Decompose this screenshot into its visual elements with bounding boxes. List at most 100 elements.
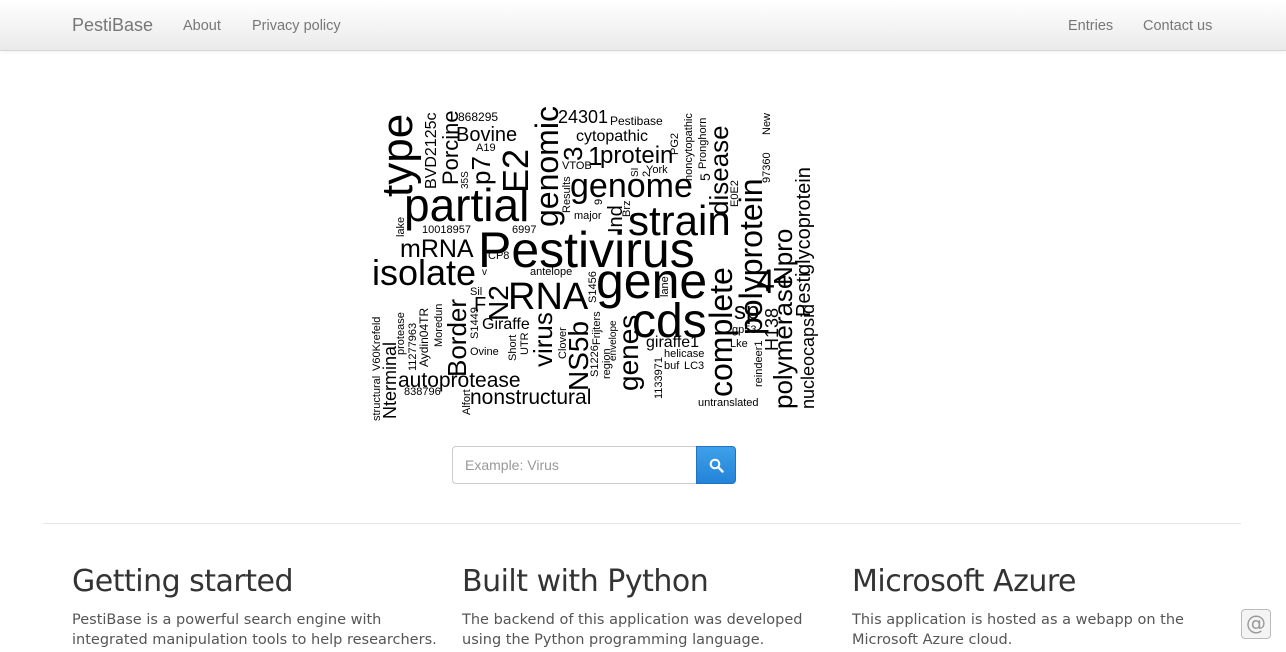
word: CP8 [488, 250, 509, 262]
word: 3 [558, 147, 588, 161]
nav-privacy-link[interactable]: Privacy policy [252, 18, 341, 34]
word: gene [596, 253, 707, 309]
word: cytopathic [576, 128, 648, 145]
word: NS5b [563, 321, 594, 391]
word: Lke [730, 338, 748, 350]
word: polyprotein [733, 178, 769, 335]
word: major [574, 210, 602, 222]
word: autoprotease [398, 369, 521, 392]
word: Npro [768, 229, 798, 285]
word: SI [630, 168, 641, 177]
feature-getting-started: Getting started PestiBase is a powerful … [72, 562, 442, 650]
search-button[interactable] [696, 446, 736, 484]
word: disease [704, 125, 734, 215]
word: Border [442, 299, 472, 377]
word-cloud: Pestivirus gene cds strain partial genom… [371, 106, 818, 421]
word: A19 [476, 142, 496, 154]
word: lake [395, 217, 407, 237]
word: type [373, 114, 422, 197]
at-sign-icon[interactable]: @ [1241, 609, 1271, 639]
word: genomic [529, 106, 565, 227]
word: F [474, 294, 486, 316]
brand-link[interactable]: PestiBase [72, 15, 154, 35]
word: glycoprotein [793, 167, 815, 275]
word: Ovine [470, 346, 499, 358]
word: S1226 [589, 345, 601, 377]
word: N2 [483, 285, 514, 321]
word: Sil [470, 286, 482, 298]
word: untranslated [698, 397, 759, 409]
word: 97360 [761, 152, 773, 183]
word: nucleocapsid [798, 304, 818, 409]
word: noncytopathic [683, 113, 695, 181]
search-input[interactable] [452, 446, 696, 484]
word: 24301 [558, 107, 608, 127]
word: S1449 [469, 307, 481, 339]
word: 2 [641, 171, 653, 177]
word: genome [570, 167, 693, 205]
word: E0E2 [729, 180, 741, 207]
word: Pesti [793, 273, 815, 317]
word: 6997 [512, 224, 536, 236]
word: S1456 [587, 271, 599, 303]
word: Brz [621, 201, 633, 218]
word: RNA [508, 276, 589, 318]
feature-title: Built with Python [462, 564, 709, 599]
word: New [761, 113, 773, 135]
word: Ind [605, 205, 627, 233]
nav-entries-link[interactable]: Entries [1068, 18, 1114, 34]
feature-built-with-python: Built with Python The backend of this ap… [462, 562, 832, 650]
word: 4 [756, 263, 775, 301]
word: structural [371, 376, 383, 421]
word: Pronghorn [697, 118, 709, 169]
word: lane [659, 276, 671, 297]
word: Frijters [591, 311, 603, 345]
word: v [482, 267, 487, 278]
word: Pestibase [610, 114, 663, 128]
word: Results [561, 176, 573, 213]
word: polymerase [768, 275, 798, 409]
word: Clover [557, 327, 569, 359]
word: VTOB [562, 160, 592, 172]
word: H138 [762, 308, 782, 351]
word: 1 [588, 141, 602, 171]
word: helicase [664, 348, 704, 360]
word: 9 [593, 199, 605, 205]
word: region [601, 348, 613, 379]
word: giraffe1 [646, 334, 699, 351]
word: Pestivirus [478, 222, 695, 278]
word: strain [628, 197, 731, 244]
word: Porcine [438, 110, 463, 185]
nav-about-link[interactable]: About [183, 18, 221, 34]
word: 1133971 [653, 357, 665, 399]
word: UTR [519, 332, 531, 355]
word: 838796 [404, 386, 441, 398]
word: genes [613, 315, 644, 391]
word: virus [528, 312, 558, 367]
word: 868295 [458, 110, 498, 124]
word: isolate [372, 252, 476, 293]
nav-contact-link[interactable]: Contact us [1143, 18, 1213, 34]
word: Moredun [433, 304, 445, 347]
word: Giraffe [482, 316, 530, 333]
feature-text: This application is hosted as a webapp o… [852, 612, 1184, 648]
word: 35S [460, 171, 471, 189]
word: York [646, 164, 668, 176]
word: Alfort [461, 389, 473, 415]
word: partial [404, 179, 529, 231]
navbar: PestiBase About Privacy policy Entries C… [0, 0, 1286, 51]
word: antelope [530, 266, 572, 278]
word: nonstructural [470, 386, 591, 409]
word: Nterminal [380, 342, 400, 419]
word: V60Krefeld [371, 317, 383, 371]
word: protease [395, 312, 407, 355]
feature-title: Getting started [72, 564, 294, 599]
word: envelope [608, 320, 619, 361]
feature-title: Microsoft Azure [852, 564, 1076, 599]
word: Bovine [456, 124, 517, 146]
word: gp53 [732, 324, 756, 336]
word: 10018957 [422, 224, 471, 236]
word: Short [507, 335, 519, 361]
section-divider [43, 523, 1241, 524]
word: E2 [495, 149, 536, 193]
